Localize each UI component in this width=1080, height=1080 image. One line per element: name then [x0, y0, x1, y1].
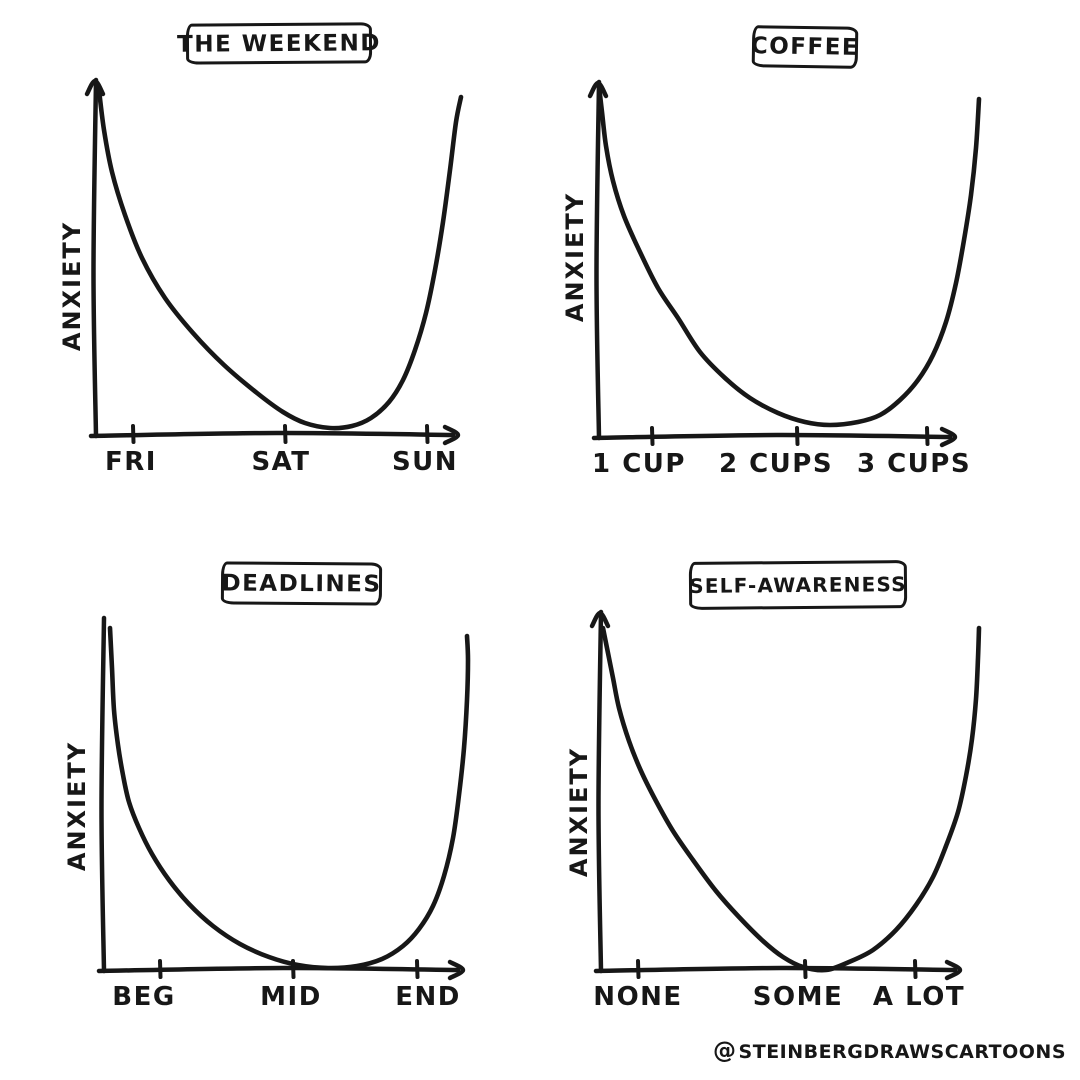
- chart-title-box-self-awareness: SELF-AWARENESS: [688, 560, 908, 610]
- x-tick-label-end: END: [395, 982, 461, 1012]
- chart-title-coffee: COFFEE: [750, 33, 860, 61]
- chart-title-the-weekend: THE WEEKEND: [177, 29, 382, 58]
- at-sign-icon: @: [713, 1038, 737, 1064]
- chart-title-self-awareness: SELF-AWARENESS: [689, 572, 907, 598]
- chart-title-deadlines: DEADLINES: [221, 569, 382, 598]
- x-tick-label-2-cups: 2 CUPS: [718, 449, 834, 479]
- x-tick-label-sat: SAT: [251, 447, 311, 477]
- chart-title-box-deadlines: DEADLINES: [220, 561, 383, 606]
- chart-title-box-coffee: COFFEE: [750, 25, 860, 69]
- x-tick-label-fri: FRI: [105, 447, 157, 477]
- y-axis-label-anxiety-deadlines: ANXIETY: [63, 740, 91, 872]
- x-tick-label-3-cups: 3 CUPS: [856, 449, 972, 479]
- x-tick-label-beg: BEG: [112, 982, 176, 1012]
- chart-title-box-the-weekend: THE WEEKEND: [177, 22, 381, 65]
- x-tick-label-1-cup: 1 CUP: [592, 449, 686, 479]
- x-tick-label-some: SOME: [752, 982, 844, 1012]
- x-tick-label-sun: SUN: [391, 447, 459, 477]
- artist-handle: STEINBERGDRAWSCARTOONS: [738, 1040, 1066, 1063]
- y-axis-label-anxiety-weekend: ANXIETY: [58, 220, 86, 352]
- y-axis-label-anxiety-self-awareness: ANXIETY: [565, 746, 593, 878]
- x-tick-label-mid: MID: [260, 982, 322, 1012]
- artist-signature: @ STEINBERGDRAWSCARTOONS: [713, 1040, 1066, 1063]
- x-tick-label-none: NONE: [593, 982, 683, 1012]
- y-axis-label-anxiety-coffee: ANXIETY: [561, 191, 589, 323]
- x-tick-label-a-lot: A LOT: [872, 982, 966, 1012]
